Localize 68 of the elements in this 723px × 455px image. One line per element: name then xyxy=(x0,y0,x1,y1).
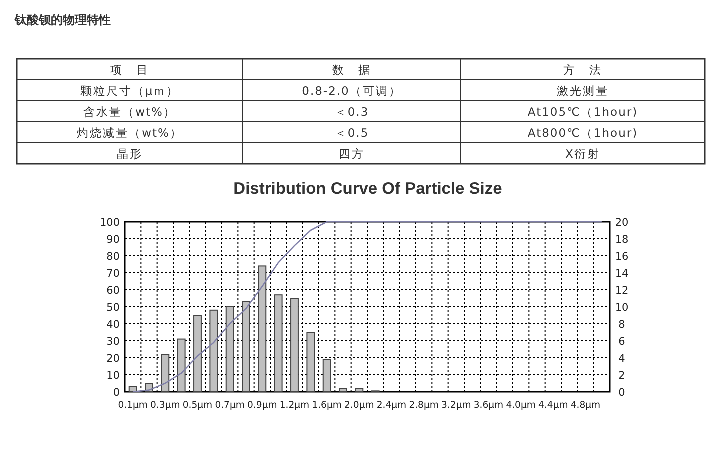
bar xyxy=(322,359,332,392)
y-tick-label: 0 xyxy=(113,387,120,399)
y-tick-label: 40 xyxy=(106,319,120,331)
bar xyxy=(242,301,250,392)
bar xyxy=(290,298,299,392)
bar xyxy=(258,266,267,392)
y2-tick-label: 10 xyxy=(615,302,629,314)
bar xyxy=(355,388,364,392)
x-tick-label: 4.4μm xyxy=(538,400,568,411)
text: 激光测量 xyxy=(557,84,609,98)
y-tick-label: 100 xyxy=(100,217,120,229)
x-tick-label: 0.3μm xyxy=(150,400,180,411)
y2-tick-label: 18 xyxy=(615,234,629,246)
text: 钛酸钡的物理特性 xyxy=(14,13,111,27)
x-tick-label: 3.2μm xyxy=(442,400,472,411)
y-tick-label: 70 xyxy=(106,268,120,280)
text: 含水量（wt%） xyxy=(84,105,176,119)
y2-tick-label: 4 xyxy=(618,353,626,365)
y2-tick-label: 2 xyxy=(618,370,626,382)
y2-tick-label: 6 xyxy=(618,336,626,348)
bar xyxy=(210,310,218,392)
text: ＜0.3 xyxy=(334,105,370,119)
x-tick-label: 0.7μm xyxy=(215,400,245,411)
y2-tick-label: 0 xyxy=(618,387,626,399)
y-tick-label: 60 xyxy=(106,285,120,297)
x-tick-label: 0.9μm xyxy=(248,400,278,411)
text: At800℃（1hour) xyxy=(528,126,638,140)
x-tick-label: 0.5μm xyxy=(182,400,213,411)
y-tick-label: 50 xyxy=(106,302,120,314)
text: 颗粒尺寸（μｍ） xyxy=(80,84,180,98)
line-series xyxy=(132,221,603,393)
x-tick-label: 2.0μm xyxy=(344,400,374,411)
x-tick-label: 4.8μm xyxy=(570,400,601,411)
y2-tick-label: 16 xyxy=(615,251,629,263)
chart-title: Distribution Curve Of Particle Size xyxy=(234,180,502,198)
text: 四方 xyxy=(339,147,365,161)
text: 方 法 xyxy=(564,63,602,77)
y2-tick-label: 14 xyxy=(615,268,629,280)
bar xyxy=(194,315,202,392)
bar xyxy=(177,338,186,392)
y-tick-label: 80 xyxy=(106,251,120,263)
text: 灼烧减量（wt%） xyxy=(77,126,183,140)
text: ＜0.5 xyxy=(334,126,370,140)
x-tick-label: 2.8μm xyxy=(409,400,439,411)
text: At105℃（1hour) xyxy=(528,105,638,119)
y2-tick-label: 20 xyxy=(615,217,629,229)
x-tick-label: 4.0μm xyxy=(506,400,536,411)
bar xyxy=(339,388,348,392)
x-tick-label: 1.6μm xyxy=(312,400,342,411)
text: X衍射 xyxy=(566,147,600,161)
text: 晶形 xyxy=(117,147,143,161)
x-tick-label: 2.4μm xyxy=(376,400,407,411)
y-tick-label: 90 xyxy=(106,234,120,246)
y2-tick-label: 8 xyxy=(618,319,626,331)
bar xyxy=(226,306,234,392)
bar xyxy=(161,354,170,392)
text: 数 据 xyxy=(332,63,372,77)
x-tick-label: 1.2μm xyxy=(280,400,310,411)
x-tick-label: 3.6μm xyxy=(474,400,504,411)
y-tick-label: 20 xyxy=(106,353,120,365)
bar xyxy=(274,294,283,392)
x-tick-label: 0.1μm xyxy=(118,400,148,411)
text: 项 目 xyxy=(110,63,150,77)
text: 0.8-2.0（可调） xyxy=(302,84,402,98)
y-tick-label: 30 xyxy=(106,336,120,348)
y2-tick-label: 12 xyxy=(615,285,629,297)
bar xyxy=(306,332,316,392)
y-tick-label: 10 xyxy=(106,370,120,382)
